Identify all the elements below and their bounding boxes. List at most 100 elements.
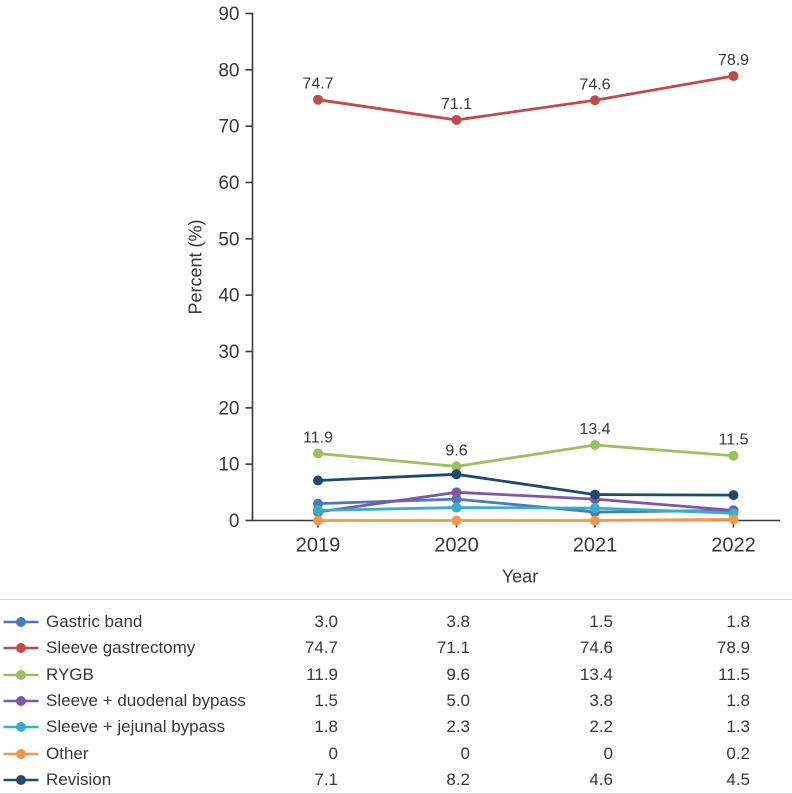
series-marker-icon [3,669,39,680]
series-marker-icon [3,748,39,759]
y-tick-label: 30 [218,342,239,363]
legend-cell: Other [0,744,250,764]
value-2022: 78.9 [716,638,750,658]
series-line-other [316,517,735,522]
legend-table-row-rygb: RYGB 11.9 9.6 13.4 11.5 [0,662,792,688]
series-line-sleeve-jejunal-bypass [316,506,735,515]
value-2020: 2.3 [446,717,470,737]
data-point-label-rygb: 9.6 [445,442,467,459]
value-2019: 11.9 [306,664,338,684]
data-point-label-sleeve-gastrectomy: 74.7 [302,76,333,93]
data-point-label-sleeve-gastrectomy: 74.6 [579,76,610,93]
series-label: RYGB [46,664,94,684]
data-point-revision [590,489,600,500]
series-marker-icon [3,695,39,706]
y-tick-label: 0 [229,511,240,532]
series-line-sleeve-gastrectomy [316,74,735,122]
data-point-other [451,515,462,526]
legend-table: Gastric band 3.0 3.8 1.5 1.8 Sleeve gastrecto… [0,599,792,794]
y-tick-label: 70 [218,117,239,138]
legend-table-row-other: Other 0 0 0 0.2 [0,740,792,766]
value-2020: 3.8 [446,612,470,632]
value-2019: 1.5 [314,690,338,710]
value-2019: 3.0 [314,612,338,632]
data-point-sleeve-gastrectomy [728,71,739,82]
value-2022: 1.8 [726,690,750,710]
legend-cell: Sleeve gastrectomy [0,638,250,658]
data-point-other [590,515,600,526]
series-label: Sleeve gastrectomy [46,638,196,658]
legend-table-row-sleeve-jejunal-bypass: Sleeve + jejunal bypass 1.8 2.3 2.2 1.3 [0,714,792,740]
legend-cell: RYGB [0,665,250,685]
series-line-sleeve-duodenal-bypass [316,490,735,514]
value-2021: 1.5 [589,612,613,632]
x-tick-label: 2022 [711,535,756,557]
legend-cell: Revision [0,770,250,790]
data-point-sleeve-duodenal-bypass [451,487,462,498]
x-axis-title: Year [501,566,539,587]
value-2021: 0 [603,743,613,763]
value-2020: 0 [460,743,470,763]
value-2022: 4.5 [726,769,750,789]
series-marker-icon [3,722,39,733]
legend-table-row-revision: Revision 7.1 8.2 4.6 4.5 [0,767,792,793]
series-line-revision [316,472,735,497]
data-point-other [728,514,739,525]
y-tick-label: 10 [218,455,239,476]
series-marker-icon [3,774,39,785]
legend-cell: Sleeve + duodenal bypass [0,691,250,711]
value-2019: 0 [328,743,338,763]
data-point-revision [728,490,739,501]
y-tick-label: 50 [218,229,239,250]
data-point-rygb [451,461,462,472]
data-point-label-sleeve-gastrectomy: 78.9 [718,52,749,69]
series-label: Sleeve + jejunal bypass [46,717,226,737]
data-point-rygb [590,440,600,451]
value-2021: 4.6 [589,769,613,789]
series-marker-icon [3,617,39,628]
data-point-sleeve-jejunal-bypass [451,502,462,513]
data-point-label-rygb: 11.5 [719,432,749,449]
chart-area: 0 10 20 30 40 50 60 70 80 90 2019 2020 2021 2022 74.7 7… [185,4,780,587]
value-2022: 1.3 [726,717,750,737]
value-2022: 11.5 [718,664,750,684]
value-2020: 9.6 [446,664,470,684]
y-tick-label: 60 [218,173,239,194]
series-line-rygb [316,443,735,468]
value-2021: 2.2 [589,717,613,737]
y-axis-title: Percent (%) [185,219,206,315]
x-tick-label: 2020 [434,535,479,557]
series-marker-icon [3,643,39,654]
legend-cell: Sleeve + jejunal bypass [0,717,250,737]
y-tick-label: 40 [218,286,239,307]
legend-table-row-sleeve-gastrectomy: Sleeve gastrectomy 74.7 71.1 74.6 78.9 [0,635,792,661]
data-point-label-rygb: 13.4 [579,421,610,438]
data-point-rygb [313,448,323,459]
y-tick-label: 90 [218,4,239,25]
value-2019: 7.1 [314,769,338,789]
data-point-sleeve-gastrectomy [313,94,323,105]
data-point-sleeve-gastrectomy [451,114,462,125]
data-point-other [313,515,323,526]
value-2021: 3.8 [589,690,613,710]
data-point-rygb [728,450,739,461]
data-point-sleeve-gastrectomy [590,95,600,106]
data-point-sleeve-jejunal-bypass [590,503,600,514]
line-chart: 0 10 20 30 40 50 60 70 80 90 2019 2020 2021 2022 74.7 7… [218,4,780,557]
x-tick-label: 2021 [573,535,618,557]
legend-table-row-gastric-band: Gastric band 3.0 3.8 1.5 1.8 [0,609,792,635]
value-2021: 74.6 [579,638,613,658]
series-label: Other [46,743,89,763]
data-point-sleeve-jejunal-bypass [313,505,323,516]
data-point-revision [313,475,323,486]
value-2019: 1.8 [314,717,338,737]
data-point-revision [451,469,462,480]
series-label: Revision [46,769,112,789]
legend-table-row-sleeve-duodenal-bypass: Sleeve + duodenal bypass 1.5 5.0 3.8 1.8 [0,688,792,714]
y-tick-label: 20 [218,398,239,419]
value-2019: 74.7 [304,638,338,658]
value-2020: 5.0 [446,690,470,710]
value-2021: 13.4 [579,664,613,684]
value-2022: 1.8 [726,612,750,632]
